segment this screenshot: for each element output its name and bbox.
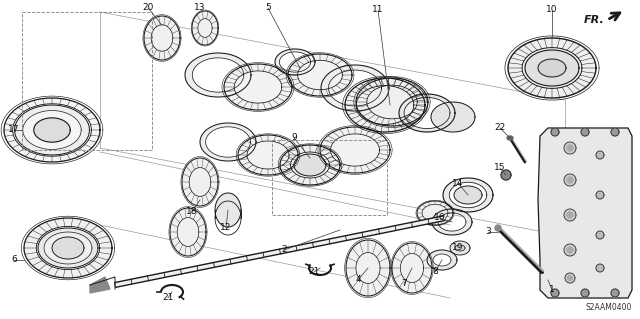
Text: 5: 5 [265, 4, 271, 12]
Polygon shape [567, 212, 573, 218]
Polygon shape [596, 191, 604, 199]
Polygon shape [417, 201, 453, 225]
Polygon shape [144, 16, 180, 60]
Polygon shape [564, 209, 576, 221]
Polygon shape [215, 193, 241, 227]
Polygon shape [34, 118, 70, 142]
Polygon shape [525, 50, 579, 86]
Polygon shape [182, 158, 218, 206]
Polygon shape [596, 231, 604, 239]
Polygon shape [38, 228, 98, 268]
Polygon shape [392, 243, 432, 293]
Polygon shape [581, 289, 589, 297]
Polygon shape [432, 209, 472, 235]
Polygon shape [200, 123, 256, 161]
Text: 21: 21 [308, 268, 320, 277]
Polygon shape [564, 142, 576, 154]
Text: 3: 3 [485, 227, 491, 236]
Text: 21: 21 [163, 293, 173, 302]
Polygon shape [280, 145, 340, 185]
Polygon shape [90, 277, 110, 293]
Polygon shape [15, 105, 90, 155]
Polygon shape [170, 208, 206, 256]
Polygon shape [185, 53, 251, 97]
Text: S2AAM0400: S2AAM0400 [586, 303, 632, 312]
Polygon shape [427, 250, 457, 270]
Polygon shape [565, 273, 575, 283]
Polygon shape [294, 154, 326, 176]
Polygon shape [399, 94, 455, 132]
Polygon shape [275, 49, 315, 75]
Polygon shape [551, 289, 559, 297]
Text: 18: 18 [186, 207, 198, 217]
Text: 6: 6 [11, 256, 17, 264]
Text: 10: 10 [547, 5, 557, 14]
Polygon shape [568, 276, 573, 280]
Text: 12: 12 [220, 224, 232, 233]
Polygon shape [495, 225, 501, 231]
Text: 20: 20 [142, 4, 154, 12]
Polygon shape [567, 177, 573, 183]
Text: 14: 14 [452, 179, 464, 188]
Polygon shape [564, 174, 576, 186]
Polygon shape [431, 102, 475, 132]
Polygon shape [450, 241, 470, 255]
Text: 16: 16 [435, 213, 445, 222]
Polygon shape [455, 245, 465, 251]
Text: 15: 15 [494, 164, 506, 173]
Text: 8: 8 [432, 268, 438, 277]
Text: 9: 9 [291, 133, 297, 143]
Polygon shape [567, 247, 573, 253]
Polygon shape [501, 170, 511, 180]
Polygon shape [52, 237, 84, 259]
Polygon shape [192, 11, 218, 45]
Text: 17: 17 [8, 125, 20, 135]
Text: 2: 2 [281, 246, 287, 255]
Polygon shape [24, 218, 112, 278]
Polygon shape [320, 127, 390, 173]
Polygon shape [551, 128, 559, 136]
Polygon shape [564, 244, 576, 256]
Polygon shape [345, 78, 425, 132]
Polygon shape [611, 289, 619, 297]
Polygon shape [454, 186, 482, 204]
Text: 11: 11 [372, 5, 384, 14]
Text: 7: 7 [401, 279, 407, 288]
Polygon shape [224, 64, 292, 110]
Polygon shape [321, 65, 389, 111]
Polygon shape [611, 128, 619, 136]
Polygon shape [346, 240, 390, 296]
Text: 22: 22 [494, 123, 506, 132]
Polygon shape [538, 128, 632, 298]
Polygon shape [443, 178, 493, 212]
Polygon shape [238, 135, 298, 175]
Polygon shape [538, 59, 566, 77]
Text: 1: 1 [549, 286, 555, 294]
Polygon shape [596, 151, 604, 159]
Polygon shape [567, 145, 573, 151]
Polygon shape [288, 54, 352, 96]
Text: 4: 4 [355, 276, 361, 285]
Polygon shape [507, 136, 513, 140]
Bar [272, 140, 387, 215]
Polygon shape [596, 264, 604, 272]
Text: 19: 19 [452, 243, 464, 253]
Polygon shape [581, 128, 589, 136]
Polygon shape [508, 38, 596, 98]
Bar [22, 12, 152, 150]
Polygon shape [356, 78, 428, 126]
Text: FR.: FR. [584, 15, 605, 25]
Text: 13: 13 [195, 4, 205, 12]
Polygon shape [4, 98, 100, 162]
